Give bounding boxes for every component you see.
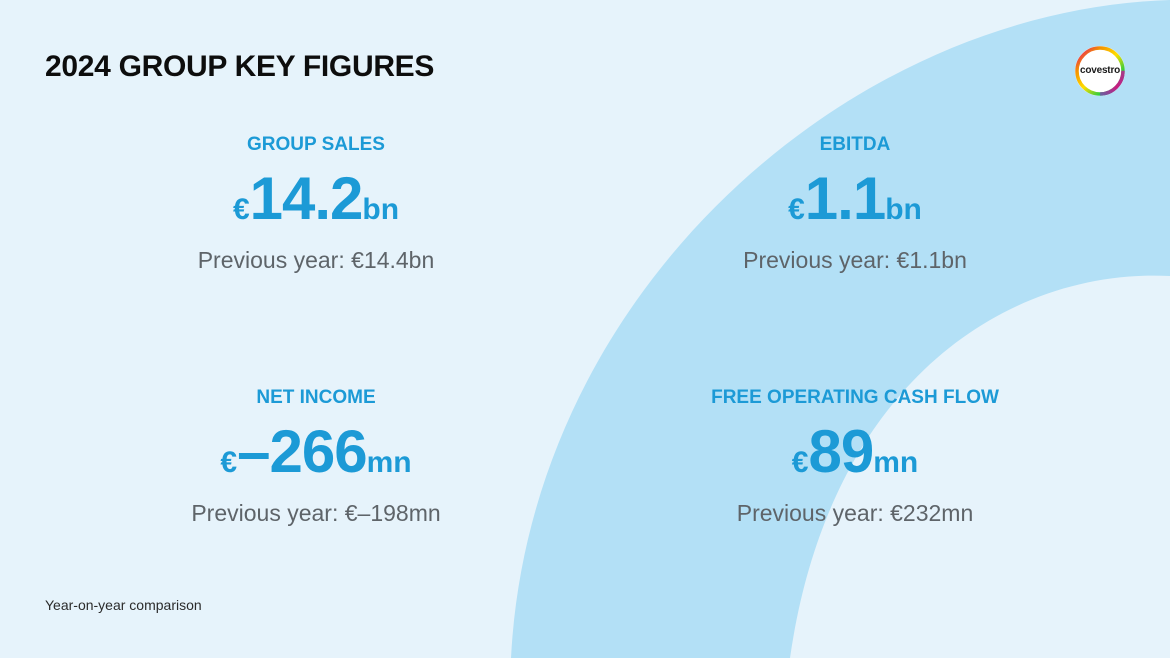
kpi-value: €89mn [615,419,1095,485]
kpi-currency: € [220,446,238,479]
kpi-free-operating-cash-flow: FREE OPERATING CASH FLOW €89mn Previous … [615,387,1095,527]
kpi-previous-year: Previous year: €14.4bn [197,247,435,273]
kpi-unit: mn [366,446,412,479]
kpi-previous-year: Previous year: €1.1bn [743,247,967,273]
kpi-label: GROUP SALES [247,134,385,155]
covestro-logo: covestro [1073,44,1127,98]
kpi-value: €1.1bn [615,166,1095,232]
kpi-label: NET INCOME [256,387,376,408]
kpi-currency: € [232,193,250,226]
kpi-label: EBITDA [819,134,891,155]
kpi-number: 89 [808,418,874,485]
kpi-number: 14.2 [249,165,364,232]
kpi-unit: bn [362,193,400,226]
kpi-unit: bn [885,193,922,226]
kpi-value: €–266mn [76,419,556,485]
kpi-number: 1.1 [804,165,886,232]
kpi-previous-year: Previous year: €–198mn [191,500,441,526]
kpi-currency: € [788,193,805,226]
kpi-group-sales: GROUP SALES €14.2bn Previous year: €14.4… [76,134,556,274]
kpi-unit: mn [873,446,919,479]
footnote: Year-on-year comparison [45,597,202,613]
kpi-previous-year: Previous year: €232mn [736,500,974,526]
kpi-ebitda: EBITDA €1.1bn Previous year: €1.1bn [615,134,1095,274]
kpi-net-income: NET INCOME €–266mn Previous year: €–198m… [76,387,556,527]
logo-wordmark: covestro [1079,65,1121,76]
kpi-number: –266 [237,418,367,485]
kpi-currency: € [791,446,809,479]
page-title: 2024 GROUP KEY FIGURES [45,50,435,83]
kpi-value: €14.2bn [76,166,556,232]
kpi-label: FREE OPERATING CASH FLOW [711,387,999,408]
